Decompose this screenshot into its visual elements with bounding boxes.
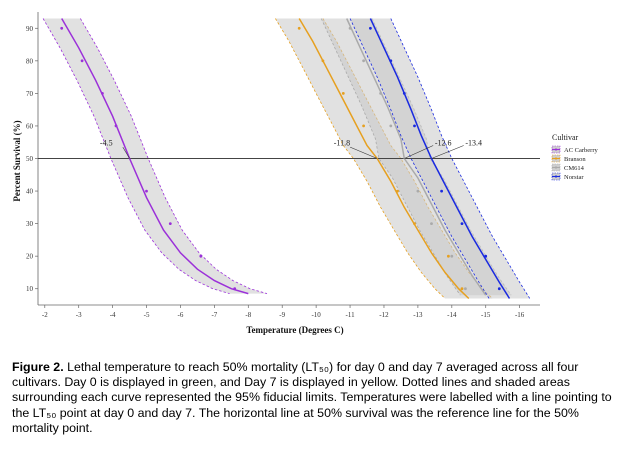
lt50-annotation-label: -4.5 [100,139,113,148]
confidence-limit-upper [349,18,490,299]
legend-swatch-point [554,166,558,169]
caption-label: Figure 2. [12,360,64,374]
x-tick-label: -2 [42,311,48,319]
fitted-curve [346,18,487,296]
data-point [450,254,454,258]
chart-axes: 10 20 30 40 50 60 70 80 90 -2 -3 -4 -5 -6 -7 -8 -9 -10 -11… [26,12,540,319]
data-point [413,222,416,226]
y-tick-label: 80 [26,57,34,65]
lt50-pointer-line [349,146,378,159]
x-tick-label: -13 [413,311,423,319]
x-tick-label: -10 [311,311,321,319]
lt50-annotation-label: -12.6 [435,139,452,148]
y-tick-label: 40 [26,188,34,196]
lt50-annotations: -4.5 -11.8 -12.6 -13.4 [100,139,482,159]
data-point [484,254,488,258]
data-point [440,189,443,193]
data-point [168,222,172,226]
data-point [402,92,406,95]
x-tick-label: -16 [515,311,525,319]
lt50-pointer-line [404,145,434,159]
data-point [430,222,433,226]
x-tick-label: -14 [447,311,457,319]
data-point [348,26,352,30]
data-point [80,59,84,63]
legend: Cultivar AC Carberry Branson CM614 Norstar [551,133,599,181]
legend-swatch-point [554,157,558,160]
data-point [416,189,420,193]
y-tick-label: 60 [26,122,34,130]
y-axis-label: Percent Survival (%) [12,120,22,201]
y-tick-label: 30 [26,220,34,228]
x-tick-label: -7 [211,311,217,319]
x-tick-label: -4 [110,311,116,319]
data-point [389,124,393,128]
legend-title: Cultivar [552,133,579,142]
legend-item-label: Norstar [564,174,584,181]
fitted-curve [298,18,470,300]
legend-item-label: Branson [564,156,586,163]
data-point [369,26,372,30]
data-point [464,287,467,291]
fitted-curve [369,18,511,299]
data-point [413,124,416,128]
x-axis-label: Temperature (Degrees C) [246,325,343,335]
legend-item-label: AC Carberry [564,147,599,154]
data-point [114,124,118,128]
data-point [389,59,393,63]
data-point [199,254,203,258]
x-tick-label: -6 [178,311,184,319]
data-point [233,287,237,291]
y-tick-label: 90 [26,25,34,33]
data-point [60,26,64,30]
confidence-band [43,18,267,294]
figure-caption: Figure 2. Lethal temperature to reach 50… [12,360,612,436]
data-point [297,26,301,30]
chart: 10 20 30 40 50 60 70 80 90 -2 -3 -4 -5 -6 -7 -8 -9 -10 -11… [12,12,599,335]
lt50-annotation-label: -11.8 [334,139,350,148]
caption-text: Lethal temperature to reach 50% mortalit… [12,360,612,435]
confidence-limit-upper [42,18,230,294]
y-tick-label: 10 [26,285,34,293]
data-point [145,189,148,193]
y-tick-label: 70 [26,90,34,98]
data-point [341,92,345,95]
y-tick-label: 50 [26,155,34,163]
confidence-limit-upper [275,18,446,299]
x-tick-label: -12 [379,311,389,319]
x-tick-label: -5 [144,311,150,319]
y-tick-label: 20 [26,253,34,261]
fitted-curves [60,18,511,300]
data-point [362,59,365,63]
data-point [396,189,399,193]
data-point [447,254,450,258]
fitted-curve [61,18,249,295]
data-point [497,287,501,291]
lt50-annotation-label: -13.4 [465,139,482,148]
data-point [460,222,464,226]
data-point [321,59,325,63]
x-tick-label: -11 [346,311,356,319]
x-tick-label: -9 [279,311,285,319]
confidence-limit-lower [80,18,268,294]
data-point [101,92,104,95]
data-point [379,92,382,95]
lt50-pointer-line [122,146,130,159]
legend-swatch-point [554,148,558,151]
data-point [460,287,464,291]
x-tick-label: -3 [76,311,82,319]
data-point [362,124,365,128]
legend-swatch-point [554,175,558,178]
legend-item-label: CM614 [564,165,585,172]
confidence-limit-upper [320,18,461,296]
x-tick-label: -15 [481,311,491,319]
x-tick-label: -8 [245,311,251,319]
lt50-pointer-line [431,145,464,159]
confidence-limit-lower [390,18,531,299]
